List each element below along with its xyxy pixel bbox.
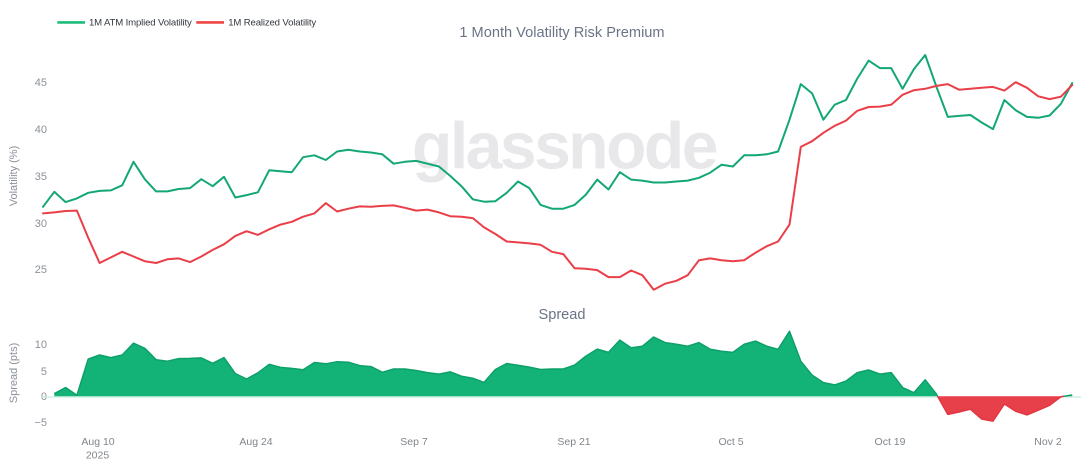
- svg-text:−5: −5: [34, 417, 47, 429]
- svg-text:10: 10: [35, 339, 47, 351]
- svg-text:2025: 2025: [86, 450, 110, 462]
- svg-text:Oct 19: Oct 19: [875, 436, 906, 448]
- svg-text:glassnode: glassnode: [412, 109, 717, 183]
- svg-text:45: 45: [35, 77, 47, 89]
- svg-text:Sep 7: Sep 7: [400, 436, 428, 448]
- svg-text:Aug 10: Aug 10: [81, 436, 114, 448]
- svg-text:30: 30: [35, 218, 47, 230]
- svg-text:25: 25: [35, 264, 47, 276]
- svg-text:1M Realized Volatility: 1M Realized Volatility: [228, 18, 316, 29]
- svg-text:40: 40: [35, 124, 47, 136]
- svg-text:Spread (pts): Spread (pts): [8, 343, 20, 404]
- svg-text:1M ATM Implied Volatility: 1M ATM Implied Volatility: [89, 18, 192, 29]
- svg-text:Volatility (%): Volatility (%): [8, 146, 20, 207]
- svg-text:35: 35: [35, 171, 47, 183]
- svg-text:1 Month Volatility Risk Premiu: 1 Month Volatility Risk Premium: [459, 25, 664, 41]
- svg-text:5: 5: [41, 366, 47, 378]
- svg-text:Sep 21: Sep 21: [557, 436, 590, 448]
- svg-text:Spread: Spread: [538, 307, 585, 323]
- svg-text:Oct 5: Oct 5: [718, 436, 743, 448]
- svg-text:Nov 2: Nov 2: [1034, 436, 1062, 448]
- svg-text:Aug 24: Aug 24: [239, 436, 272, 448]
